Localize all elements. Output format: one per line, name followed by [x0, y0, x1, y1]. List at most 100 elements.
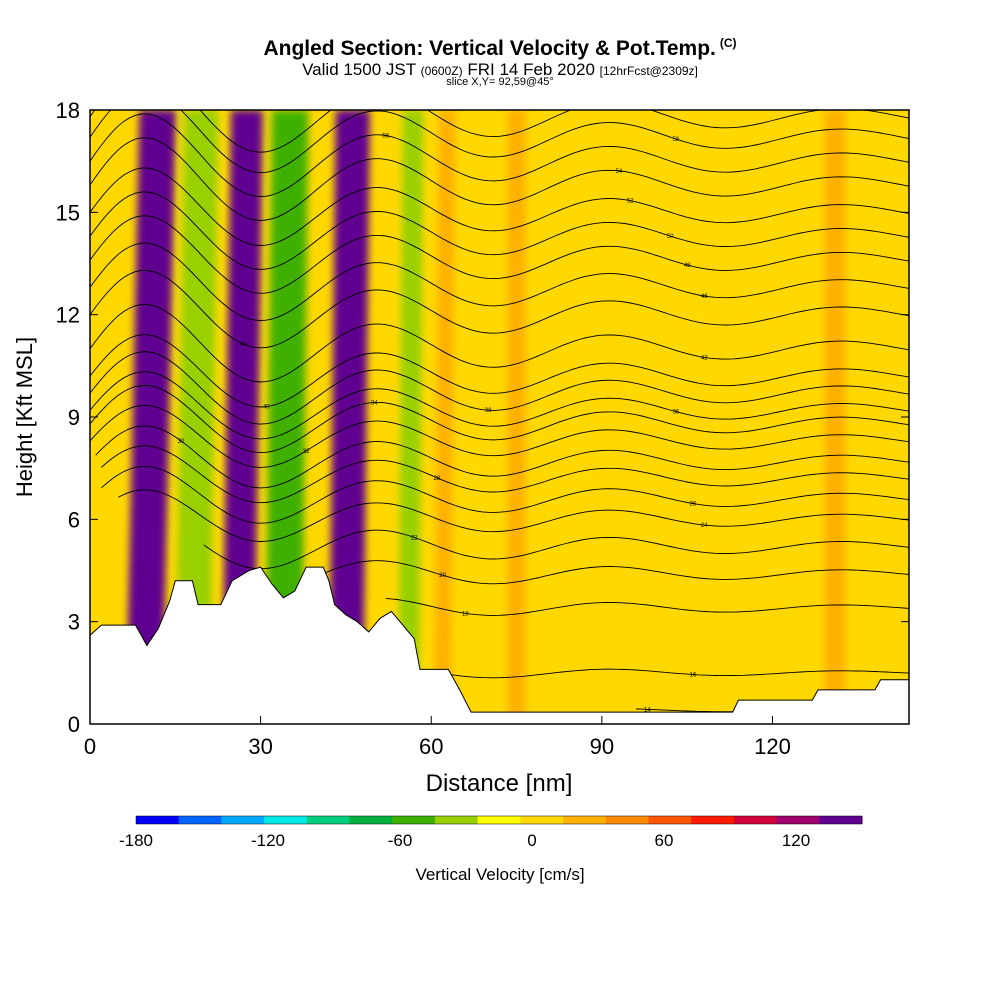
isentrope-60 [90, 110, 909, 153]
y-tick-label-12: 12 [56, 303, 80, 328]
isentrope-lines: 14 16 18 20 22 24 26 28 30 32 34 36 38 40 42 44 46 48 50 52… [90, 82, 909, 713]
isentrope-label-14: 14 [644, 707, 651, 713]
velocity-band-7 [434, 110, 456, 724]
velocity-band-2 [175, 110, 219, 724]
isentrope-label-52: 52 [627, 199, 634, 205]
colorbar-frame [135, 815, 863, 825]
colorbar: -180 -120 -60 0 60 120 [119, 815, 863, 850]
x-tick-label-90: 90 [590, 734, 614, 759]
colorbar-swatch-7 [434, 816, 479, 824]
isentrope-34 [90, 384, 909, 454]
valid-fcst: [12hrFcst@2309z] [599, 64, 698, 78]
isentrope-label-20: 20 [439, 573, 446, 579]
y-axis-label: Height [Kft MSL] [12, 337, 37, 497]
isentrope-42 [90, 303, 909, 383]
plot-area: 14 16 18 20 22 24 26 28 30 32 34 36 38 40 42 44 46 48 50 52… [90, 82, 909, 724]
colorbar-tick-5: 120 [782, 831, 810, 850]
colorbar-tick-4: 60 [655, 831, 674, 850]
colorbar-swatch-1 [178, 816, 222, 824]
isentrope-label-30: 30 [178, 439, 185, 445]
isentrope-50 [90, 191, 909, 270]
colorbar-swatch-2 [221, 816, 265, 824]
y-tick-label-0: 0 [68, 712, 80, 737]
colorbar-tick-2: -60 [388, 831, 413, 850]
isentrope-label-48: 48 [684, 263, 691, 269]
isentrope-label-34: 34 [371, 400, 378, 406]
x-axis-label: Distance [nm] [426, 770, 573, 797]
isentrope-54 [90, 137, 909, 221]
isentrope-label-40: 40 [263, 405, 270, 411]
isentrope-label-38: 38 [485, 408, 492, 414]
isentrope-label-32: 32 [303, 449, 310, 455]
colorbar-swatch-13 [691, 816, 735, 824]
colorbar-swatch-8 [477, 816, 521, 824]
valid-prefix: Valid 1500 JST [302, 60, 416, 79]
colorbar-swatch-0 [136, 816, 180, 824]
isentrope-label-28: 28 [434, 476, 441, 482]
x-tick-label-120: 120 [754, 734, 791, 759]
x-tick-label-30: 30 [248, 734, 272, 759]
y-tick-label-18: 18 [56, 98, 80, 123]
isentrope-28 [101, 445, 909, 504]
isentrope-label-46: 46 [701, 294, 708, 300]
title-mark: (C) [719, 36, 737, 50]
isentrope-44 [90, 269, 909, 349]
isentrope-48 [90, 215, 909, 294]
slice-info: slice X,Y= 92,59@45° [446, 76, 554, 88]
colorbar-swatch-6 [392, 816, 436, 824]
colorbar-swatch-12 [648, 816, 692, 824]
isentrope-label-42: 42 [701, 355, 708, 361]
y-tick-label-3: 3 [68, 610, 80, 635]
colorbar-swatch-9 [520, 816, 564, 824]
isentrope-label-50: 50 [667, 234, 674, 240]
valid-utc: (0600Z) [420, 64, 463, 78]
isentrope-label-22: 22 [411, 535, 418, 541]
isentrope-16 [431, 668, 909, 679]
velocity-band-1 [142, 110, 171, 724]
velocity-band-5 [328, 110, 370, 724]
isentrope-26 [101, 465, 909, 524]
colorbar-tick-0: -180 [119, 831, 153, 850]
isentrope-label-26: 26 [690, 502, 697, 508]
isentrope-label-60: 60 [172, 82, 179, 88]
isentrope-38 [90, 351, 909, 425]
isentrope-label-36: 36 [672, 410, 679, 416]
colorbar-swatch-3 [264, 816, 308, 824]
x-tick-label-60: 60 [419, 734, 443, 759]
isentrope-label-56: 56 [382, 133, 389, 139]
isentrope-56 [90, 113, 909, 198]
isentrope-58 [90, 110, 909, 174]
colorbar-swatch-16 [819, 816, 863, 824]
colorbar-swatch-10 [563, 816, 607, 824]
colorbar-tick-3: 0 [527, 831, 536, 850]
isentrope-label-24: 24 [701, 523, 708, 529]
isentrope-label-54: 54 [616, 169, 623, 175]
colorbar-label: Vertical Velocity [cm/s] [415, 865, 584, 884]
isentrope-40 [90, 334, 909, 408]
y-tick-label-6: 6 [68, 507, 80, 532]
isentrope-36 [90, 371, 909, 440]
isentrope-22 [203, 529, 909, 570]
chart-title: Angled Section: Vertical Velocity & Pot.… [0, 36, 1000, 61]
velocity-band-8 [507, 110, 526, 724]
valid-date: FRI 14 Feb 2020 [467, 60, 595, 79]
isentrope-52 [90, 167, 909, 246]
y-tick-label-15: 15 [56, 200, 80, 225]
isentrope-20 [317, 560, 909, 585]
isentrope-label-16: 16 [690, 673, 697, 679]
valid-time: Valid 1500 JST (0600Z) FRI 14 Feb 2020 [… [0, 60, 1000, 80]
velocity-bands [125, 110, 846, 724]
colorbar-swatch-11 [605, 816, 649, 824]
isentrope-label-18: 18 [462, 611, 469, 617]
colorbar-swatch-14 [733, 816, 778, 824]
terrain [90, 566, 909, 724]
colorbar-swatch-5 [349, 816, 393, 824]
colorbar-swatch-4 [306, 816, 351, 824]
isentrope-24 [118, 489, 909, 542]
isentrope-30 [95, 425, 909, 489]
x-tick-label-0: 0 [84, 734, 96, 759]
colorbar-swatch-15 [776, 816, 820, 824]
velocity-band-6 [398, 110, 424, 724]
